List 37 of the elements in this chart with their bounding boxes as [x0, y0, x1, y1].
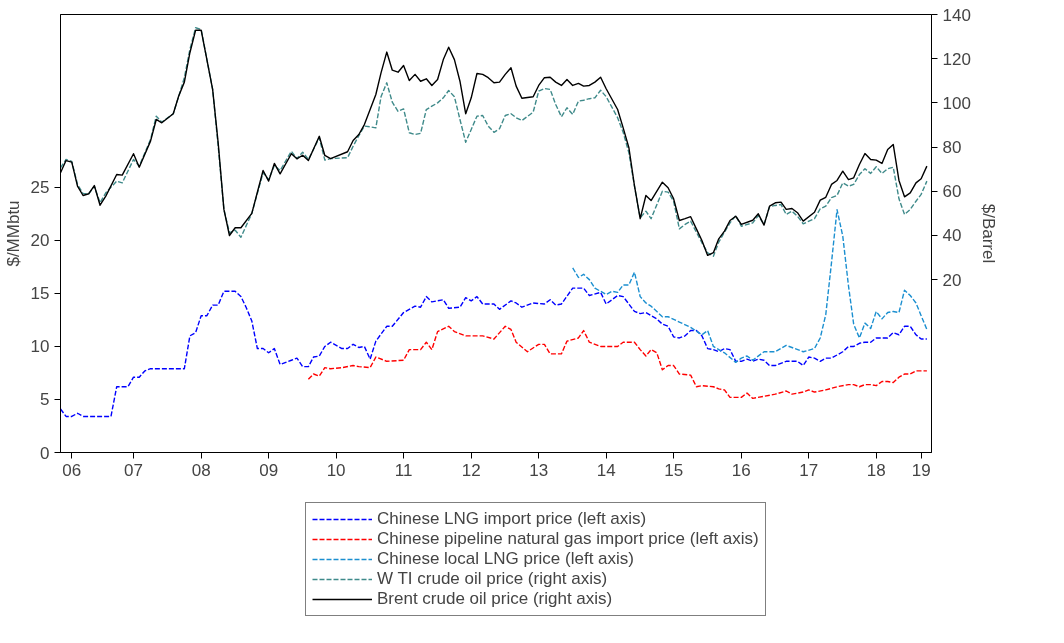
x-tick-label: 13: [529, 460, 549, 480]
y2-tick-label: 120: [942, 49, 971, 69]
x-tick-label: 17: [799, 460, 819, 480]
x-tick-label: 15: [664, 460, 684, 480]
y2-tick-label: 80: [942, 138, 962, 158]
x-tick-label: 19: [911, 460, 931, 480]
y-axis-title: $/MMbtu: [3, 200, 23, 267]
x-tick-label: 14: [596, 460, 616, 480]
y-tick-label: 0: [40, 443, 50, 463]
y2-tick-label: 140: [942, 5, 971, 25]
legend-label: Brent crude oil price (right axis): [377, 589, 613, 609]
x-tick-label: 12: [461, 460, 481, 480]
y-tick-label: 15: [30, 284, 50, 304]
legend-label: Chinese LNG import price (left axis): [377, 509, 647, 529]
x-tick-label: 18: [866, 460, 886, 480]
y2-tick-label: 100: [942, 93, 971, 113]
y2-tick-label: 20: [942, 270, 962, 290]
y-tick-label: 5: [40, 390, 50, 410]
y-tick-label: 25: [30, 178, 50, 198]
y-tick-label: 10: [30, 337, 50, 357]
x-tick-label: 10: [326, 460, 346, 480]
line-series: [307, 325, 928, 400]
x-tick-label: 11: [394, 460, 413, 480]
x-tick-label: 09: [259, 460, 279, 480]
x-tick-label: 08: [191, 460, 211, 480]
x-tick-label: 06: [62, 460, 82, 480]
x-tick-label: 16: [731, 460, 751, 480]
legend-label: Chinese pipeline natural gas import price (left axis): [377, 529, 759, 549]
line-series: [60, 287, 928, 418]
x-tick-label: 07: [124, 460, 143, 480]
y2-tick-label: 60: [942, 182, 962, 202]
y2-tick-label: 40: [942, 226, 962, 246]
legend-label: Chinese local LNG price (left axis): [377, 549, 634, 569]
y-tick-label: 20: [30, 231, 50, 251]
y2-axis-title: $/Barrel: [978, 203, 998, 264]
legend-label: W TI crude oil price (right axis): [377, 569, 608, 589]
line-series: [572, 208, 928, 364]
